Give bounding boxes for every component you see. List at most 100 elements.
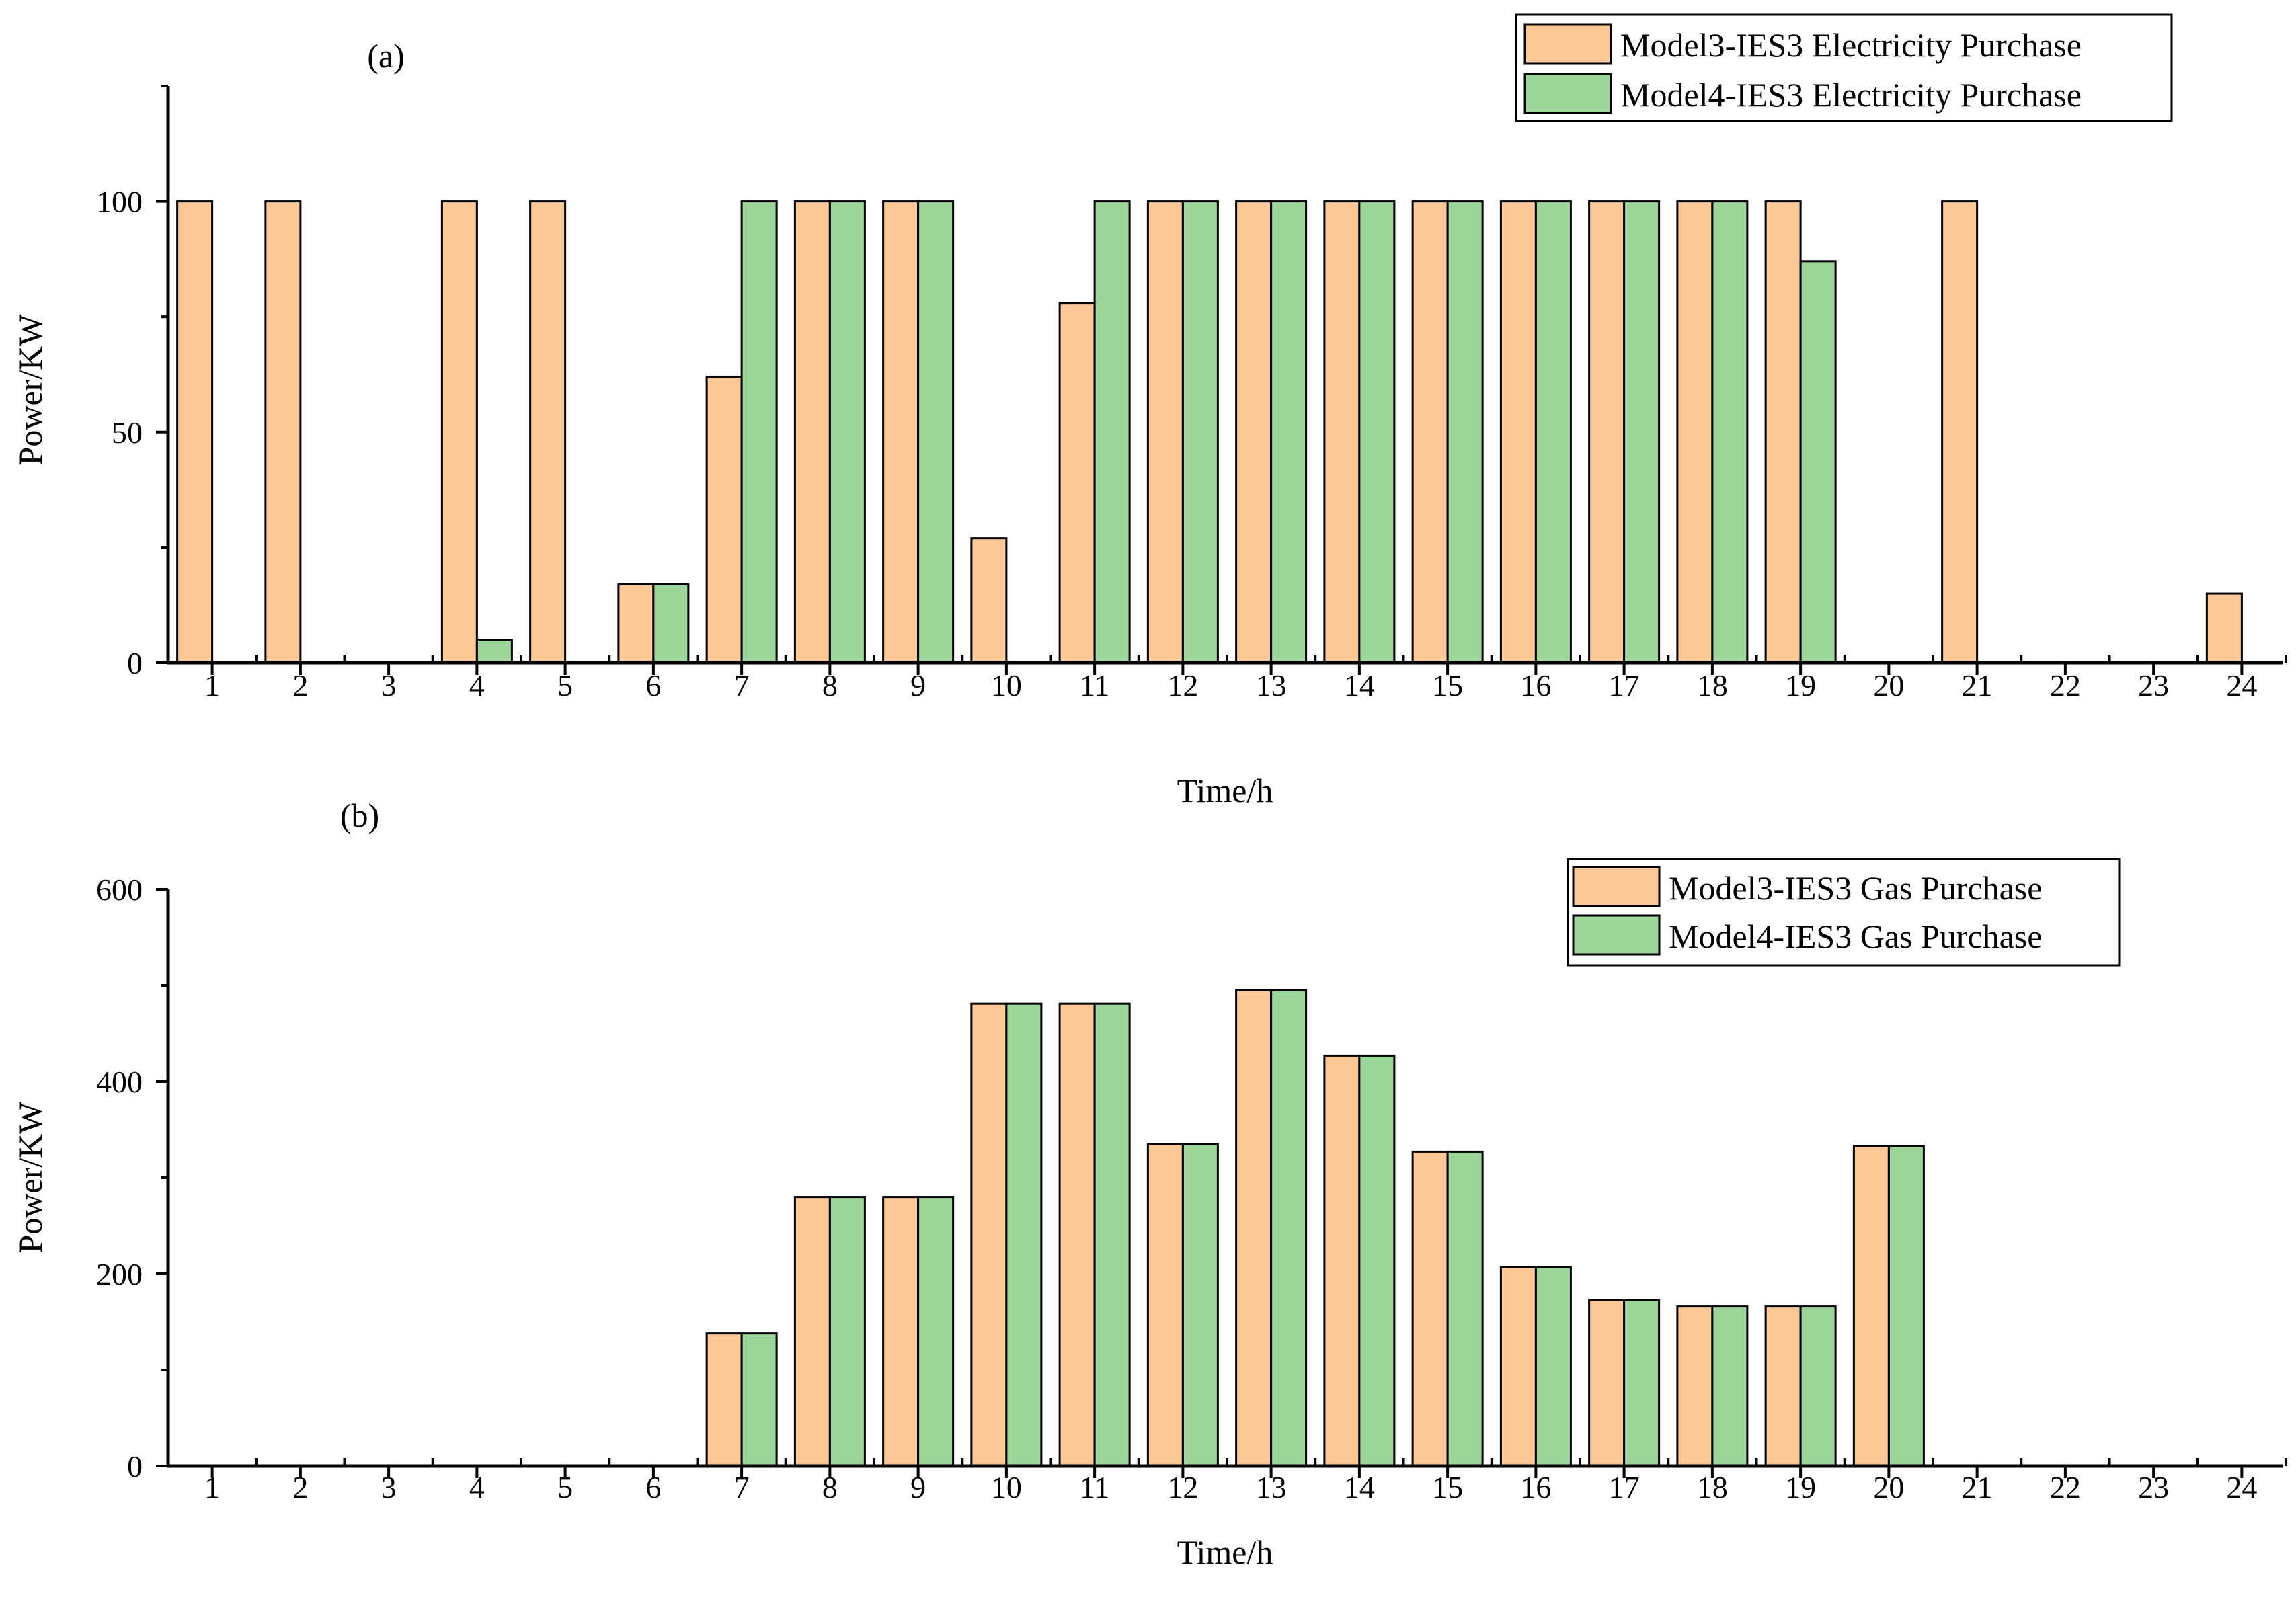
panel-a-legend-frame bbox=[1515, 13, 2173, 122]
panel-b-x-tick-label: 2 bbox=[292, 1470, 308, 1504]
panel-b-x-tick-label: 24 bbox=[2226, 1470, 2257, 1504]
panel-a-bar-model4-6 bbox=[652, 583, 690, 664]
panel-b-bar-model3-7 bbox=[705, 1332, 743, 1467]
panel-b-x-tick-label: 4 bbox=[469, 1470, 485, 1504]
panel-b-bars bbox=[705, 989, 1925, 1467]
panel-b-bar-model4-20 bbox=[1887, 1145, 1925, 1467]
panel-a-x-tick-label: 17 bbox=[1609, 668, 1640, 702]
panel-b-label: (b) bbox=[340, 797, 379, 834]
panel-b-bar-model3-15 bbox=[1411, 1150, 1449, 1467]
panel-b-legend: Model3-IES3 Gas Purchase Model4-IES3 Gas… bbox=[1567, 858, 2121, 967]
panel-a-legend-label-model4: Model4-IES3 Electricity Purchase bbox=[1620, 76, 2082, 114]
panel-a-x-tick-label: 9 bbox=[910, 668, 926, 702]
panel-a-bar-model4-8 bbox=[828, 200, 866, 664]
panel-a-x-tick-label: 24 bbox=[2226, 668, 2257, 702]
panel-b-y-tick-label: 0 bbox=[127, 1449, 143, 1484]
panel-b-bar-model4-18 bbox=[1711, 1305, 1749, 1467]
panel-a-bar-model3-17 bbox=[1588, 200, 1626, 664]
panel-a-x-tick-label: 11 bbox=[1080, 668, 1109, 702]
panel-a-bar-model3-1 bbox=[176, 200, 214, 664]
panel-a-legend-label-model3: Model3-IES3 Electricity Purchase bbox=[1620, 26, 2082, 64]
panel-a-x-tick-label: 7 bbox=[734, 668, 750, 702]
panel-b-x-tick-label: 18 bbox=[1697, 1470, 1728, 1504]
panel-a-bar-model4-9 bbox=[917, 200, 955, 664]
panel-b-bar-model4-7 bbox=[740, 1332, 778, 1467]
panel-a-bar-model3-12 bbox=[1146, 200, 1184, 664]
panel-a-legend: Model3-IES3 Electricity Purchase Model4-… bbox=[1515, 13, 2173, 122]
panel-a-x-tick-label: 15 bbox=[1432, 668, 1463, 702]
panel-a-bar-model3-21 bbox=[1941, 200, 1979, 664]
panel-b-bar-model3-8 bbox=[793, 1196, 831, 1467]
panel-b-x-tick-label: 11 bbox=[1080, 1470, 1109, 1504]
panel-b-x-tick-label: 19 bbox=[1785, 1470, 1816, 1504]
panel-a-bars bbox=[176, 200, 2243, 664]
panel-b-x-tick-label: 9 bbox=[910, 1470, 926, 1504]
panel-a-x-tick-label: 1 bbox=[204, 668, 220, 702]
panel-b-x-tick-label: 17 bbox=[1609, 1470, 1640, 1504]
panel-b-x-tick-label: 16 bbox=[1520, 1470, 1551, 1504]
panel-a-x-tick-label: 12 bbox=[1167, 668, 1198, 702]
panel-b-bar-model4-11 bbox=[1093, 1002, 1131, 1467]
panel-a-y-tick-label: 50 bbox=[112, 415, 143, 450]
panel-a-bar-model3-7 bbox=[705, 375, 743, 664]
panel-b-y-tick-label: 400 bbox=[96, 1065, 143, 1099]
panel-a-bar-model3-10 bbox=[970, 537, 1008, 664]
panel-b-bar-model3-9 bbox=[882, 1196, 920, 1467]
panel-a-bar-model4-16 bbox=[1534, 200, 1572, 664]
panel-b-bar-model3-16 bbox=[1499, 1266, 1537, 1467]
panel-a-x-tick-label: 18 bbox=[1697, 668, 1728, 702]
panel-b-bar-model4-16 bbox=[1534, 1266, 1572, 1467]
panel-a-x-tick-label: 19 bbox=[1785, 668, 1816, 702]
panel-b-bar-model4-14 bbox=[1358, 1054, 1396, 1467]
panel-a-bar-model4-4 bbox=[475, 639, 513, 664]
panel-a-x-tick-label: 3 bbox=[381, 668, 397, 702]
panel-b-y-tick-label: 600 bbox=[96, 873, 143, 907]
panel-b-x-tick-label: 21 bbox=[1962, 1470, 1993, 1504]
panel-a-x-tick-label: 20 bbox=[1873, 668, 1904, 702]
panel-a-bar-model3-4 bbox=[440, 200, 478, 664]
panel-b-legend-label-model4: Model4-IES3 Gas Purchase bbox=[1669, 918, 2042, 955]
panel-a-x-tick-label: 16 bbox=[1520, 668, 1551, 702]
panel-a-bar-model4-12 bbox=[1181, 200, 1219, 664]
panel-b-x-tick-label: 23 bbox=[2138, 1470, 2169, 1504]
panel-b-x-tick-label: 7 bbox=[734, 1470, 750, 1504]
panel-a-bar-model3-13 bbox=[1235, 200, 1273, 664]
panel-a-bar-model3-8 bbox=[793, 200, 831, 664]
panel-b-bar-model4-19 bbox=[1799, 1305, 1837, 1467]
panel-a-y-tick-label: 100 bbox=[96, 185, 143, 219]
panel-a-x-tick-label: 22 bbox=[2050, 668, 2081, 702]
panel-a-x-tick-label: 13 bbox=[1256, 668, 1287, 702]
panel-b-bar-model3-18 bbox=[1676, 1305, 1714, 1467]
panel-a-bar-model4-17 bbox=[1623, 200, 1661, 664]
panel-b-bar-model3-10 bbox=[970, 1002, 1008, 1467]
panel-a-bar-model4-7 bbox=[740, 200, 778, 664]
panel-b-bar-model3-17 bbox=[1588, 1299, 1626, 1467]
panel-a-bar-model3-9 bbox=[882, 200, 920, 664]
panel-a-x-tick-label: 5 bbox=[557, 668, 573, 702]
panel-a-bar-model4-18 bbox=[1711, 200, 1749, 664]
panel-a-bar-model4-19 bbox=[1799, 260, 1837, 664]
panel-a-bar-model3-18 bbox=[1676, 200, 1714, 664]
panel-a-bar-model4-15 bbox=[1446, 200, 1484, 664]
panel-a-bar-model4-13 bbox=[1270, 200, 1308, 664]
panel-b-x-tick-label: 20 bbox=[1873, 1470, 1904, 1504]
panel-a-x-tick-label: 14 bbox=[1344, 668, 1375, 702]
panel-b-x-tick-label: 1 bbox=[204, 1470, 220, 1504]
panel-b-legend-swatch-model4 bbox=[1572, 914, 1661, 956]
panel-a-label: (a) bbox=[367, 37, 405, 75]
panel-b-x-tick-label: 13 bbox=[1256, 1470, 1287, 1504]
panel-b-bar-model3-12 bbox=[1146, 1143, 1184, 1467]
panel-a-y-axis-title: Power/KW bbox=[11, 314, 49, 466]
panel-b-x-tick-label: 3 bbox=[381, 1470, 397, 1504]
panel-a-x-tick-label: 10 bbox=[991, 668, 1022, 702]
panel-a-x-tick-label: 2 bbox=[292, 668, 308, 702]
panel-a-bar-model3-11 bbox=[1058, 302, 1096, 664]
panel-a-bar-model3-16 bbox=[1499, 200, 1537, 664]
panel-b-y-tick-label: 200 bbox=[96, 1257, 143, 1291]
panel-b-y-axis-title: Power/KW bbox=[11, 1102, 49, 1254]
panel-a-x-tick-label: 23 bbox=[2138, 668, 2169, 702]
panel-a-legend-swatch-model3 bbox=[1523, 23, 1612, 65]
